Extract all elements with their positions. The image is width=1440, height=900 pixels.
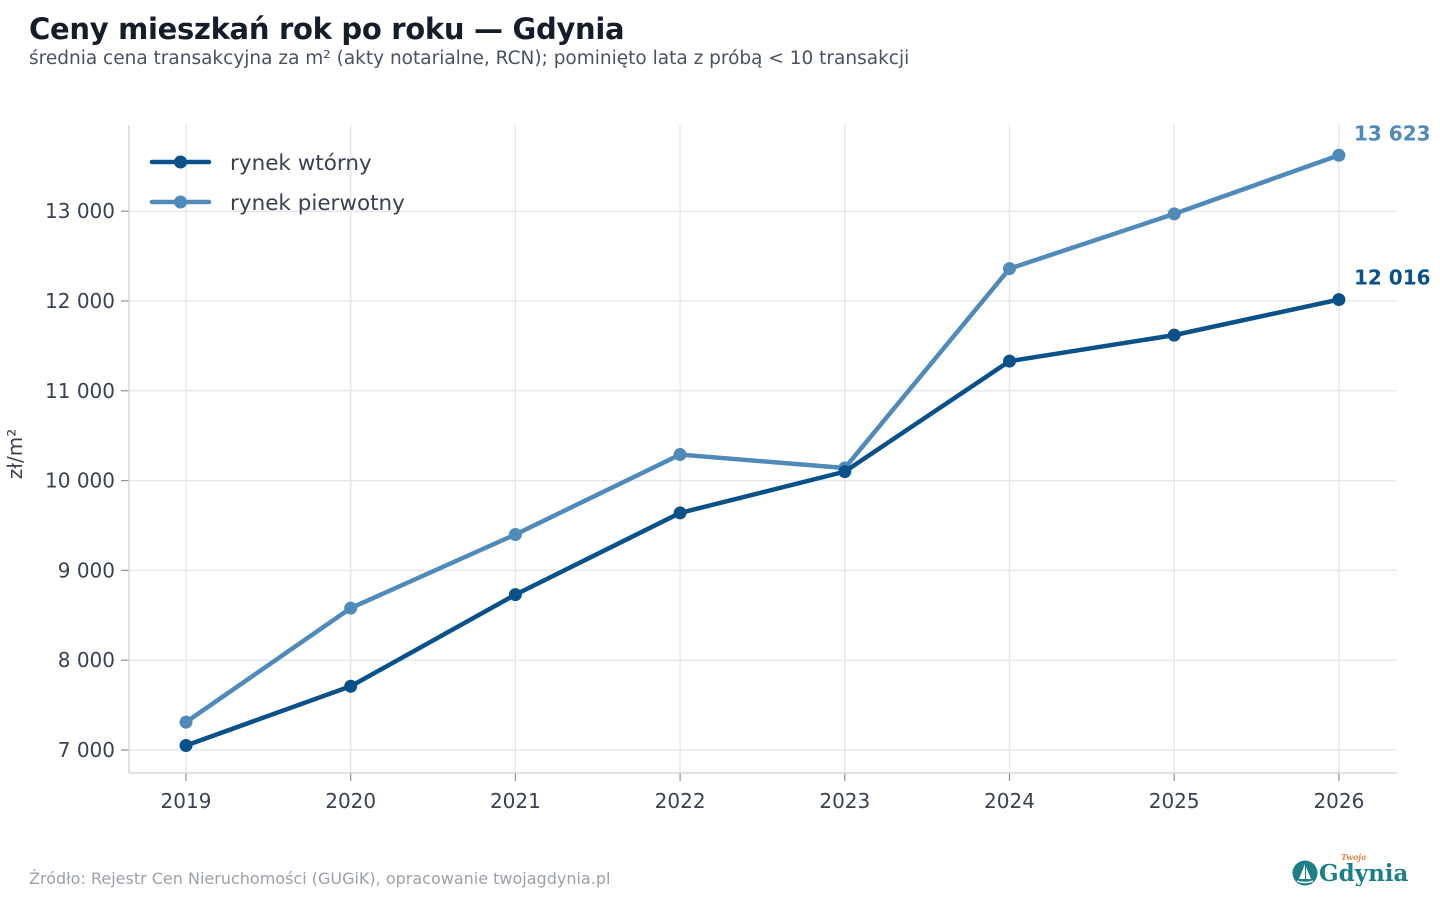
y-tick-label: 10 000 <box>45 469 115 493</box>
data-point <box>179 715 193 729</box>
x-tick-label: 2026 <box>1313 789 1364 813</box>
y-tick-label: 11 000 <box>45 379 115 403</box>
data-point <box>344 601 358 615</box>
series-line-rynek-wtorny <box>183 297 1342 748</box>
chart-subtitle: średnia cena transakcyjna za m² (akty no… <box>29 48 910 69</box>
x-tick-label: 2023 <box>819 789 870 813</box>
data-point <box>1003 262 1016 276</box>
data-point <box>1003 354 1016 368</box>
data-point <box>673 506 687 520</box>
twojagdynia-logo: Twoja Gdynia <box>1292 852 1409 890</box>
x-tick-label: 2021 <box>490 789 541 813</box>
data-point <box>673 448 687 462</box>
data-point <box>508 527 522 541</box>
y-tick-label: 13 000 <box>45 199 115 223</box>
data-point <box>508 588 522 602</box>
axes: 2019 2020 2021 2022 2023 2024 2025 2026 7 000 8 0… <box>3 125 1397 813</box>
source-note: Źródło: Rejestr Cen Nieruchomości (GUGiK… <box>29 869 611 888</box>
y-tick-label: 9 000 <box>58 558 115 582</box>
x-tick-label: 2020 <box>325 789 376 813</box>
data-point <box>1167 328 1181 342</box>
data-point <box>344 679 358 693</box>
x-tick-label: 2019 <box>161 789 212 813</box>
y-tick-label: 12 000 <box>45 289 115 313</box>
end-labels: 12 016 13 623 <box>1354 121 1431 289</box>
series-layer <box>179 148 1346 753</box>
y-tick-label: 8 000 <box>58 648 115 672</box>
legend-swatch-point <box>174 195 187 209</box>
y-axis-label: zł/m² <box>3 429 27 479</box>
y-tick-label: 7 000 <box>58 738 115 762</box>
logo-main-text: Gdynia <box>1319 859 1409 887</box>
x-tick-label: 2025 <box>1149 789 1200 813</box>
data-point <box>1332 293 1346 307</box>
data-point <box>1332 148 1346 162</box>
grid <box>129 125 1397 773</box>
legend-label: rynek wtórny <box>230 151 372 176</box>
series-line-rynek-pierwotny <box>183 153 1342 725</box>
legend: rynek wtórny rynek pierwotny <box>149 151 405 216</box>
data-point <box>1167 207 1181 221</box>
data-point <box>179 739 193 753</box>
x-tick-label: 2024 <box>984 789 1035 813</box>
sailboat-icon <box>1292 860 1318 886</box>
end-value-label: 12 016 <box>1354 266 1431 290</box>
chart-title: Ceny mieszkań rok po roku — Gdynia <box>29 12 625 46</box>
logo-wordmark: Twoja Gdynia <box>1319 852 1409 887</box>
x-tick-label: 2022 <box>655 789 706 813</box>
end-value-label: 13 623 <box>1354 121 1431 145</box>
logo-small-text: Twoja <box>1341 851 1367 862</box>
legend-swatch-point <box>174 155 187 169</box>
legend-label: rynek pierwotny <box>230 191 405 216</box>
data-point <box>838 465 852 479</box>
